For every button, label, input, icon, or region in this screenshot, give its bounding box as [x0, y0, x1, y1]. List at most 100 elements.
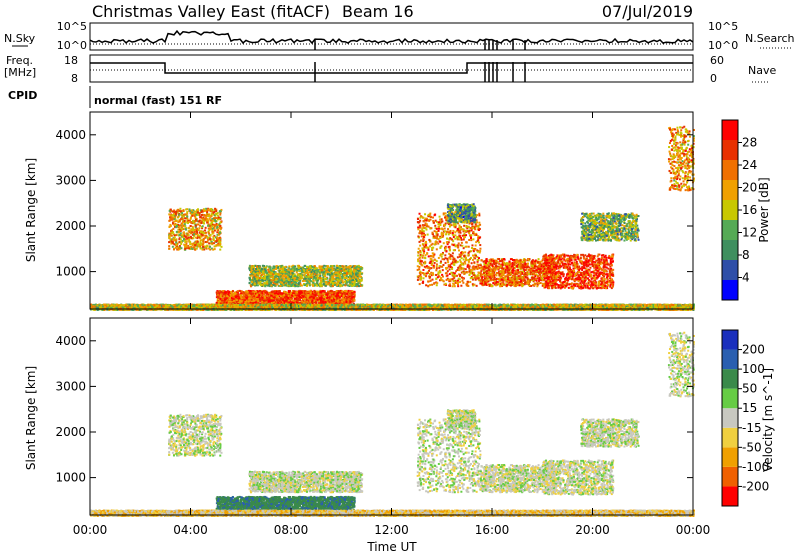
power-echo-cell: [188, 239, 190, 241]
power-echo-cell: [270, 276, 272, 278]
power-echo-cell: [260, 294, 262, 296]
power-echo-cell: [218, 217, 220, 219]
power-echo-cell: [259, 272, 261, 274]
power-echo-cell: [183, 209, 185, 211]
power-echo-cell: [343, 274, 345, 276]
freq-tick-low: 8: [71, 72, 78, 85]
power-echo-cell: [251, 281, 253, 283]
power-echo-cell: [319, 272, 321, 274]
power-echo-cell: [184, 213, 186, 215]
power-echo-cell: [248, 277, 250, 279]
power-echo-cell: [294, 275, 296, 277]
noise-tick-high-left: 10^5: [57, 20, 87, 33]
power-echo-cell: [306, 280, 308, 282]
power-echo-cell: [203, 219, 205, 221]
power-echo-cell: [342, 280, 344, 282]
power-echo-cell: [211, 242, 213, 244]
power-echo-cell: [290, 268, 292, 270]
power-echo-cell: [219, 210, 221, 212]
power-echo-cell: [190, 218, 192, 220]
power-echo-cell: [195, 241, 197, 243]
power-echo-cell: [345, 301, 347, 303]
power-echo-cell: [206, 248, 208, 250]
power-echo-cell: [266, 279, 268, 281]
power-echo-cell: [282, 296, 284, 298]
power-echo-cell: [346, 298, 348, 300]
power-echo-cell: [250, 285, 252, 287]
power-echo-cell: [171, 235, 173, 237]
power-echo-cell: [275, 268, 277, 270]
power-echo-cell: [195, 211, 197, 213]
power-echo-cell: [353, 284, 355, 286]
power-echo-cell: [172, 246, 174, 248]
power-echo-cell: [275, 290, 277, 292]
power-echo-cell: [281, 293, 283, 295]
power-echo-cell: [216, 236, 218, 238]
power-echo-cell: [172, 238, 174, 240]
power-echo-cell: [265, 293, 267, 295]
power-echo-cell: [194, 249, 196, 251]
power-echo-cell: [357, 277, 359, 279]
power-echo-cell: [217, 224, 219, 226]
power-echo-cell: [196, 228, 198, 230]
power-echo-cell: [294, 277, 296, 279]
power-echo-cell: [216, 217, 218, 219]
power-echo-cell: [176, 231, 178, 233]
power-echo-cell: [168, 245, 170, 247]
power-echo-cell: [222, 290, 224, 292]
power-echo-cell: [172, 218, 174, 220]
power-echo-cell: [219, 243, 221, 245]
power-echo-cell: [204, 229, 206, 231]
power-echo-cell: [188, 227, 190, 229]
power-echo-cell: [173, 221, 175, 223]
power-echo-cell: [264, 275, 266, 277]
power-echo-cell: [224, 292, 226, 294]
power-echo-cell: [299, 299, 301, 301]
power-echo-cell: [300, 268, 302, 270]
power-echo-cell: [340, 270, 342, 272]
power-echo-cell: [336, 265, 338, 267]
power-echo-cell: [189, 230, 191, 232]
power-echo-cell: [213, 239, 215, 241]
power-echo-cell: [349, 280, 351, 282]
power-echo-cell: [332, 282, 334, 284]
power-echo-cell: [341, 290, 343, 292]
power-echo-cell: [296, 301, 298, 303]
power-echo-cell: [300, 274, 302, 276]
power-echo-cell: [213, 237, 215, 239]
power-echo-cell: [253, 300, 255, 302]
power-echo-cell: [175, 242, 177, 244]
freq-trace: [90, 62, 693, 82]
power-echo-cell: [301, 301, 303, 303]
power-echo-cell: [299, 293, 301, 295]
power-echo-cell: [294, 279, 296, 281]
power-echo-cell: [311, 300, 313, 302]
power-echo-cell: [203, 214, 205, 216]
power-echo-cell: [198, 227, 200, 229]
power-echo-cell: [344, 281, 346, 283]
power-echo-cell: [326, 265, 328, 267]
power-echo-cell: [197, 243, 199, 245]
cpid-value: normal (fast) 151 RF: [94, 94, 222, 107]
power-echo-cell: [312, 269, 314, 271]
power-echo-cell: [252, 293, 254, 295]
power-echo-cell: [314, 294, 316, 296]
power-echo-cell: [275, 301, 277, 303]
power-echo-cell: [325, 268, 327, 270]
power-echo-cell: [331, 292, 333, 294]
power-echo-cell: [351, 281, 353, 283]
power-echo-cell: [173, 218, 175, 220]
power-echo-cell: [304, 284, 306, 286]
power-echo-cell: [275, 278, 277, 280]
power-echo-cell: [208, 209, 210, 211]
nsky-label: N.Sky: [4, 32, 36, 45]
power-echo-cell: [279, 268, 281, 270]
power-echo-cell: [254, 283, 256, 285]
power-echo-cell: [310, 275, 312, 277]
power-echo-cell: [172, 214, 174, 216]
power-echo-cell: [320, 300, 322, 302]
power-echo-cell: [181, 228, 183, 230]
power-echo-cell: [260, 284, 262, 286]
power-echo-cell: [202, 249, 204, 251]
